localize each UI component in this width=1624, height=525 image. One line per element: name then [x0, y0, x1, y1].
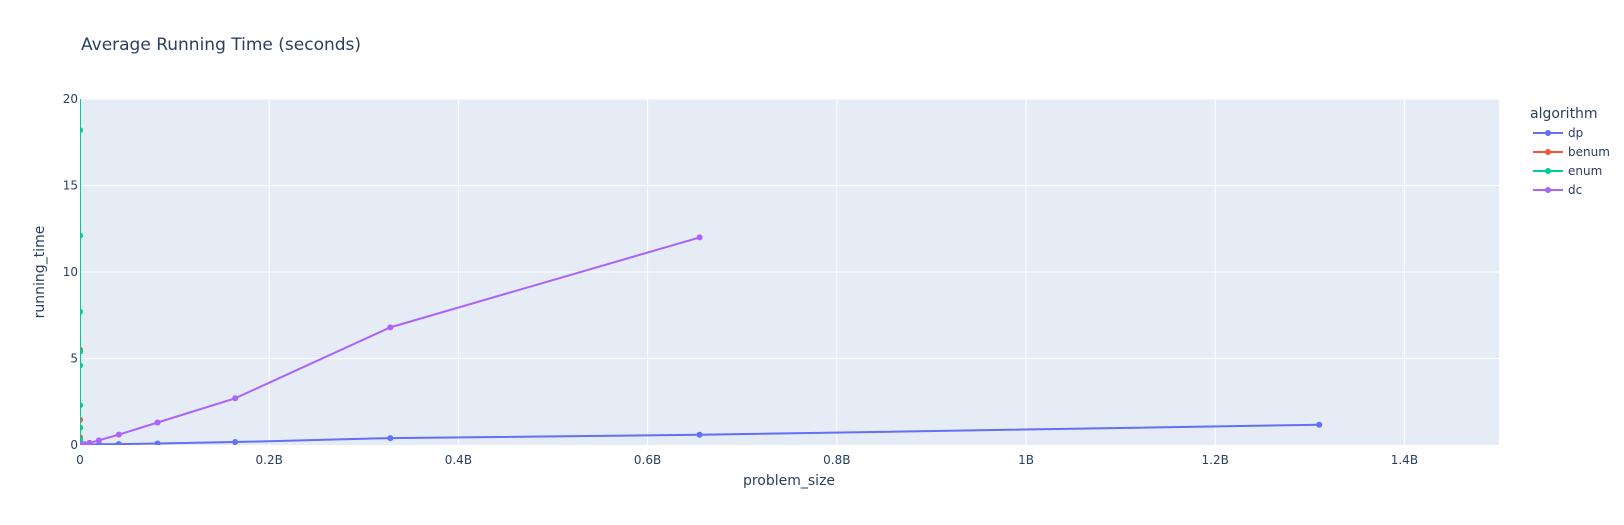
x-tick-label: 1B	[1018, 453, 1034, 467]
x-tick-label: 0.4B	[445, 453, 472, 467]
x-axis-title: problem_size	[743, 473, 835, 489]
x-tick-label: 0.6B	[634, 453, 661, 467]
data-point-enum	[80, 127, 83, 134]
data-point-dp	[1316, 421, 1323, 428]
chart-title: Average Running Time (seconds)	[81, 35, 361, 55]
data-point-enum	[80, 308, 83, 315]
data-point-dp	[387, 435, 394, 442]
data-point-dc	[232, 395, 239, 402]
y-tick-label: 20	[63, 92, 78, 106]
data-point-dc	[95, 437, 102, 444]
data-point-dc	[387, 324, 394, 331]
series-line-dp	[80, 423, 1320, 445]
grid	[80, 98, 1499, 445]
series-enum	[77, 61, 83, 443]
legend-item-benum[interactable]: benum	[1533, 145, 1610, 159]
data-point-enum	[80, 436, 83, 443]
data-point-dp	[696, 431, 703, 438]
data-point-dc	[86, 439, 93, 445]
data-point-enum	[77, 61, 83, 67]
y-axis-ticks: 0 5 10 15 20	[63, 92, 78, 452]
x-tick-label: 0.8B	[823, 453, 850, 467]
legend-label: dc	[1568, 183, 1582, 197]
y-tick-label: 0	[70, 438, 78, 452]
x-tick-label: 0	[76, 453, 84, 467]
legend-item-dc[interactable]: dc	[1533, 183, 1582, 197]
legend-label: enum	[1568, 164, 1602, 178]
legend-item-dp[interactable]: dp	[1533, 126, 1583, 140]
x-tick-label: 1.4B	[1391, 453, 1418, 467]
data-point-enum	[80, 424, 83, 431]
data-point-dc	[154, 419, 161, 426]
legend-label: benum	[1568, 145, 1610, 159]
data-point-dp	[115, 441, 122, 445]
y-tick-label: 10	[63, 265, 78, 279]
y-tick-label: 15	[63, 179, 78, 193]
legend-marker	[1545, 130, 1551, 136]
data-point-dp	[232, 439, 239, 445]
x-tick-label: 1.2B	[1202, 453, 1229, 467]
legend-label: dp	[1568, 126, 1583, 140]
data-point-enum	[80, 348, 83, 355]
data-point-dc	[115, 431, 122, 438]
data-point-enum	[80, 362, 83, 369]
legend-marker	[1545, 149, 1551, 155]
data-point-dc	[696, 234, 703, 241]
legend[interactable]: algorithm dp benum enum dc	[1530, 106, 1610, 197]
series-dc	[80, 234, 703, 445]
x-axis-ticks: 0 0.2B 0.4B 0.6B 0.8B 1B 1.2B 1.4B	[76, 453, 1418, 467]
data-point-dp	[154, 440, 161, 445]
data-point-enum	[80, 402, 83, 409]
legend-marker	[1545, 168, 1551, 174]
legend-title: algorithm	[1530, 106, 1598, 122]
x-tick-label: 0.2B	[256, 453, 283, 467]
data-point-enum	[80, 232, 83, 239]
data-point-dc	[81, 441, 88, 445]
legend-item-enum[interactable]: enum	[1533, 164, 1602, 178]
y-axis-title: running_time	[32, 226, 48, 319]
y-tick-label: 5	[70, 352, 78, 366]
legend-marker	[1545, 187, 1551, 193]
series-layer	[77, 61, 1323, 445]
